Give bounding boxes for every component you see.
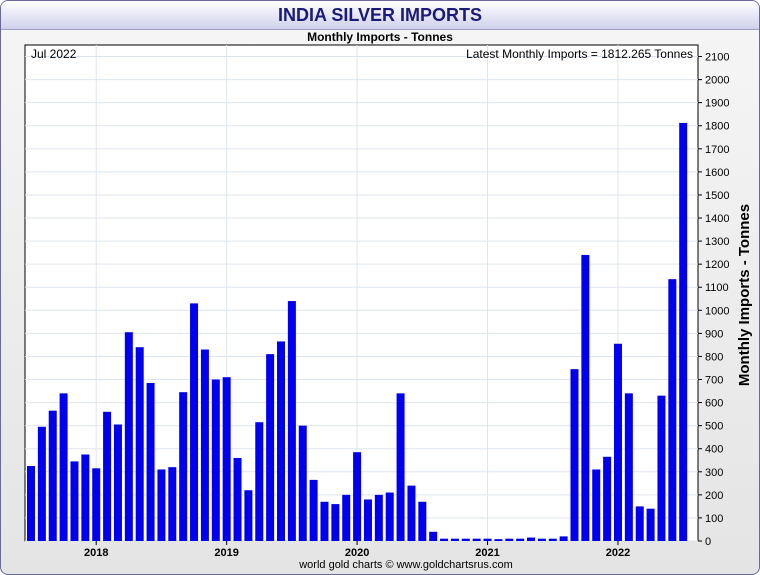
bar-2021-06: [537, 538, 546, 541]
bar-2021-11: [592, 469, 601, 541]
bar-2021-08: [559, 536, 568, 541]
bar-2019-02: [233, 457, 242, 541]
chart-title: INDIA SILVER IMPORTS: [1, 1, 759, 30]
period-label: Jul 2022: [31, 47, 77, 61]
y-tick-label: 500: [705, 421, 723, 433]
bar-2018-06: [146, 382, 155, 541]
y-axis: 0 100 200 300 400 500 600 700 800 900 1000 1100 1200…: [698, 52, 729, 548]
bar-2018-12: [211, 379, 220, 541]
bar-2018-03: [113, 424, 122, 541]
y-tick-label: 100: [705, 513, 723, 525]
bar-2022-06: [668, 279, 677, 541]
y-tick-label: 1500: [705, 190, 729, 202]
latest-imports-label: Latest Monthly Imports = 1812.265 Tonnes: [466, 47, 693, 61]
chart-subtitle: Monthly Imports - Tonnes: [307, 30, 453, 44]
bars: [27, 122, 688, 541]
bar-2020-12: [472, 538, 481, 541]
bar-2018-07: [157, 469, 166, 541]
y-tick-label: 1300: [705, 236, 729, 248]
y-axis-title: Monthly Imports - Tonnes: [736, 204, 753, 386]
bar-2019-01: [222, 377, 231, 541]
bar-2021-10: [581, 254, 590, 541]
bar-2019-08: [298, 425, 307, 541]
bar-2017-10: [59, 393, 68, 541]
y-tick-label: 1100: [705, 282, 729, 294]
bar-2022-07: [679, 122, 688, 541]
y-tick-label: 2000: [705, 75, 729, 87]
y-tick-label: 600: [705, 398, 723, 410]
y-tick-label: 2100: [705, 52, 729, 64]
bar-2019-09: [309, 479, 318, 541]
x-tick-label: 2018: [84, 547, 108, 559]
bar-2018-02: [103, 411, 112, 541]
bar-2021-04: [516, 538, 525, 541]
bar-2020-02: [363, 499, 372, 541]
y-tick-label: 200: [705, 490, 723, 502]
bar-2017-07: [27, 466, 35, 541]
bar-2020-08: [429, 531, 438, 541]
y-tick-label: 1200: [705, 259, 729, 271]
y-tick-label: 300: [705, 467, 723, 479]
bar-2021-07: [548, 538, 557, 541]
bar-2022-04: [646, 508, 655, 541]
bar-2022-02: [624, 393, 633, 541]
bar-2017-12: [81, 454, 90, 541]
bar-2021-01: [483, 538, 492, 541]
bar-2022-05: [657, 395, 666, 541]
bar-2020-10: [450, 538, 459, 541]
bar-2018-09: [179, 392, 188, 541]
y-tick-label: 0: [705, 536, 711, 548]
bar-2020-03: [374, 494, 383, 541]
bar-2019-10: [320, 501, 329, 541]
bar-2019-03: [244, 490, 253, 541]
bar-2018-05: [135, 347, 144, 541]
footer-credit: world gold charts © www.goldchartsrus.co…: [299, 559, 513, 571]
bar-2021-12: [603, 456, 612, 541]
y-tick-label: 400: [705, 444, 723, 456]
bar-2021-03: [505, 538, 514, 541]
bar-2018-10: [190, 303, 199, 541]
y-tick-label: 800: [705, 351, 723, 363]
y-tick-label: 700: [705, 375, 723, 387]
bar-2017-08: [37, 426, 46, 541]
y-tick-label: 1000: [705, 305, 729, 317]
bar-2020-07: [418, 501, 427, 541]
bar-2017-11: [70, 461, 79, 541]
y-tick-label: 900: [705, 328, 723, 340]
y-tick-label: 1400: [705, 213, 729, 225]
bar-2022-03: [635, 506, 644, 541]
bar-2019-05: [266, 354, 275, 541]
bar-2020-11: [461, 538, 470, 541]
x-tick-label: 2019: [214, 547, 238, 559]
bar-2019-07: [287, 301, 296, 541]
bar-2020-04: [385, 492, 394, 541]
bar-2021-05: [527, 537, 536, 541]
bar-2019-11: [331, 504, 340, 541]
bar-2019-04: [255, 422, 264, 541]
bar-2018-11: [200, 349, 209, 541]
x-tick-label: 2022: [606, 547, 630, 559]
x-tick-label: 2021: [475, 547, 499, 559]
y-tick-label: 1900: [705, 98, 729, 110]
bar-2018-04: [124, 332, 133, 541]
bar-2020-09: [440, 538, 449, 541]
x-axis: 2018 2019 2020 2021 2022: [84, 541, 630, 559]
x-tick-label: 2020: [345, 547, 369, 559]
y-tick-label: 1800: [705, 121, 729, 133]
bar-2017-09: [48, 410, 57, 541]
bar-2018-08: [168, 467, 177, 541]
bar-2020-01: [353, 452, 362, 541]
bar-2020-06: [407, 485, 416, 541]
bar-2021-09: [570, 369, 579, 541]
bar-2018-01: [92, 468, 101, 541]
bar-2022-01: [613, 343, 622, 541]
bar-2021-02: [494, 539, 503, 541]
y-tick-label: 1700: [705, 144, 729, 156]
bar-2020-05: [396, 393, 405, 541]
y-tick-label: 1600: [705, 167, 729, 179]
bar-2019-12: [342, 494, 351, 541]
bar-2019-06: [277, 341, 286, 541]
